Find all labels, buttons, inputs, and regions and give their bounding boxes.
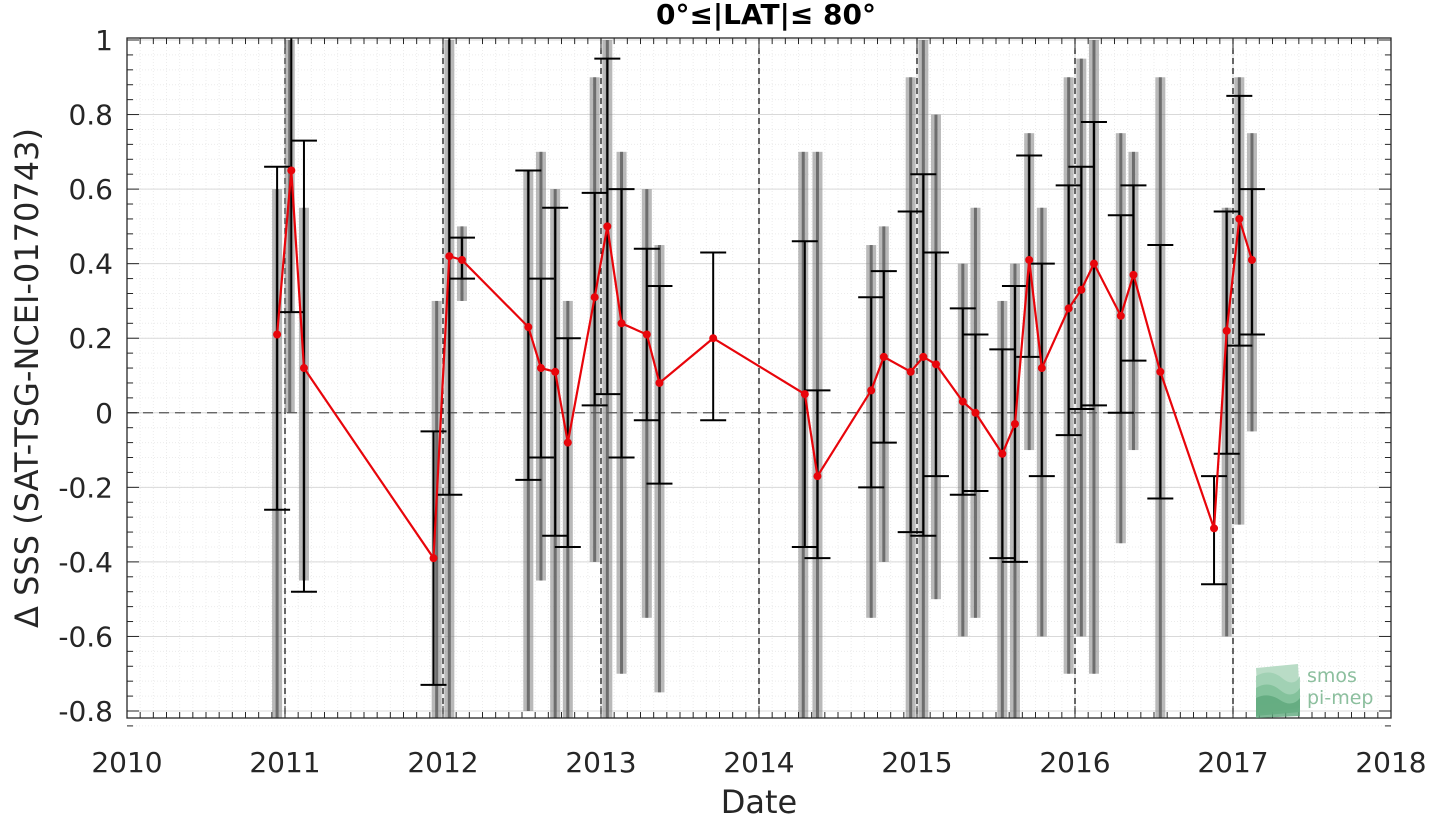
- logo-text-pi-mep: pi-mep: [1307, 687, 1373, 709]
- x-tick-label: 2016: [1039, 746, 1110, 779]
- mean-point: [931, 360, 940, 369]
- y-tick-labels: 1 0.8 0.6 0.4 0.2 0 -0.2 -0.4 -0.6 -0.8: [58, 24, 113, 728]
- mean-point: [1156, 367, 1165, 376]
- mean-point: [813, 472, 822, 481]
- y-tick-label: 0.2: [68, 322, 113, 355]
- mean-point: [998, 449, 1007, 458]
- mean-series-points: [273, 166, 1256, 563]
- mean-point: [655, 378, 664, 387]
- x-tick-label: 2014: [723, 746, 794, 779]
- mean-point: [457, 255, 466, 264]
- logo-text-smos: smos: [1307, 665, 1357, 687]
- raw-cloud-core: [288, 40, 292, 413]
- mean-point: [1077, 285, 1086, 294]
- mean-point: [1129, 270, 1138, 279]
- raw-point-clouds: [272, 40, 1257, 719]
- mean-point: [273, 330, 282, 339]
- y-tick-label: 0.6: [68, 173, 113, 206]
- mean-point: [879, 352, 888, 361]
- y-tick-label: -0.6: [58, 620, 113, 653]
- y-tick-label: -0.2: [58, 471, 113, 504]
- mean-point: [642, 330, 651, 339]
- mean-point: [709, 334, 718, 343]
- mean-point: [971, 408, 980, 417]
- raw-cloud-core: [801, 151, 805, 719]
- x-tick-label: 2010: [91, 746, 162, 779]
- mean-point: [603, 222, 612, 231]
- mean-point: [1247, 255, 1256, 264]
- mean-point: [1235, 214, 1244, 223]
- x-axis-label: Date: [721, 783, 797, 818]
- y-tick-label: 1: [95, 24, 113, 57]
- mean-point: [299, 364, 308, 373]
- mean-point: [1064, 304, 1073, 313]
- mean-point: [524, 323, 533, 332]
- mean-point: [906, 367, 915, 376]
- x-tick-label: 2013: [565, 746, 636, 779]
- mean-series-line: [276, 170, 1254, 562]
- mean-point: [617, 319, 626, 328]
- mean-point: [1010, 419, 1019, 428]
- mean-point: [287, 166, 296, 175]
- mean-point: [1222, 326, 1231, 335]
- mean-point: [551, 367, 560, 376]
- x-tick-labels: 2010 2011 2012 2013 2014 2015 2016 2017 2018: [91, 746, 1426, 779]
- y-tick-label: -0.4: [58, 546, 113, 579]
- mean-point: [919, 352, 928, 361]
- mean-point: [1210, 524, 1219, 533]
- axis-ticks: [126, 38, 1392, 727]
- mean-point: [958, 397, 967, 406]
- y-tick-label: -0.8: [58, 695, 113, 728]
- x-tick-label: 2012: [407, 746, 478, 779]
- x-tick-label: 2015: [881, 746, 952, 779]
- mean-point: [563, 438, 572, 447]
- y-tick-label: 0.4: [68, 248, 113, 281]
- mean-point: [867, 386, 876, 395]
- raw-point-cloud: [284, 40, 295, 413]
- mean-point: [1116, 311, 1125, 320]
- wave-stack-icon: [1256, 664, 1300, 718]
- mean-point: [1037, 364, 1046, 373]
- mean-point: [1025, 255, 1034, 264]
- raw-point-cloud: [798, 151, 809, 719]
- x-tick-label: 2018: [1355, 746, 1426, 779]
- mean-point: [800, 390, 809, 399]
- mean-point: [590, 293, 599, 302]
- x-tick-label: 2017: [1197, 746, 1268, 779]
- smos-pi-mep-logo: smos pi-mep: [1256, 664, 1373, 718]
- mean-point: [1089, 259, 1098, 268]
- mean-point: [445, 252, 454, 261]
- x-tick-label: 2011: [249, 746, 320, 779]
- y-tick-label: 0.8: [68, 99, 113, 132]
- mean-point: [536, 364, 545, 373]
- mean-point: [429, 554, 438, 563]
- chart-title: 0°≤|LAT|≤ 80°: [656, 0, 876, 31]
- y-axis-label: Δ SSS (SAT-TSG-NCEI-0170743): [8, 128, 46, 628]
- y-tick-label: 0: [95, 397, 113, 430]
